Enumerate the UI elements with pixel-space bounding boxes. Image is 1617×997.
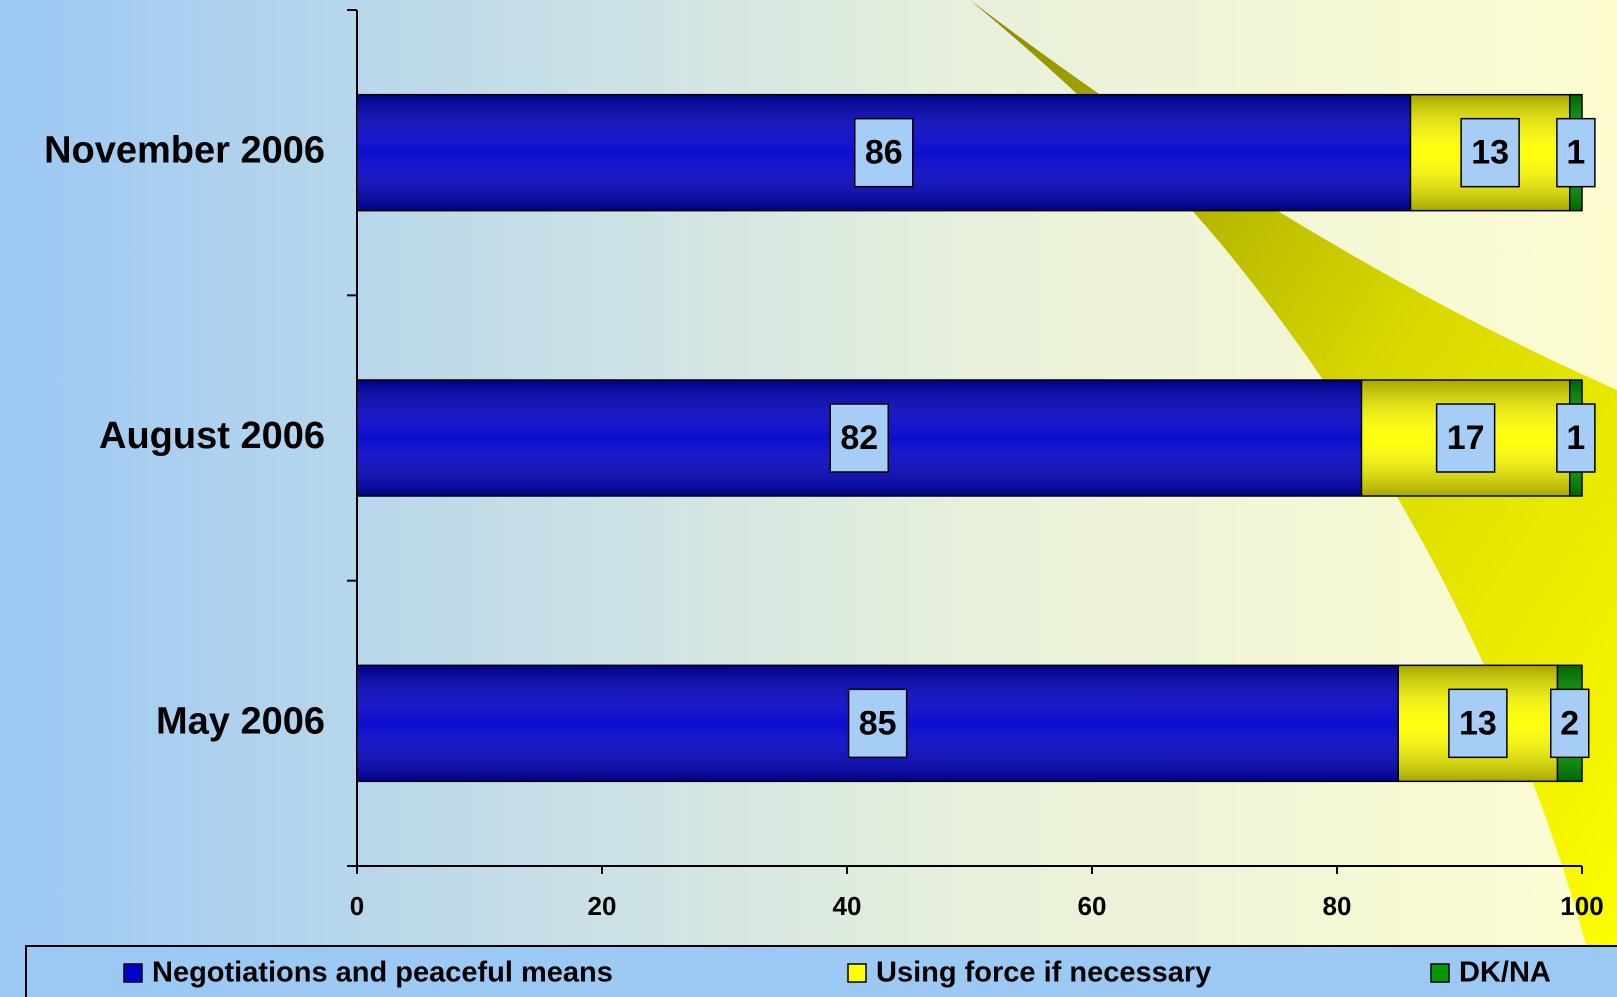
legend-swatch xyxy=(123,963,143,983)
value-label-box xyxy=(829,403,889,473)
value-label: 86 xyxy=(865,134,903,172)
x-tick-label: 80 xyxy=(1323,891,1352,921)
value-label-box xyxy=(1435,403,1496,473)
value-label: 1 xyxy=(1566,134,1585,172)
value-label-box xyxy=(1556,117,1596,188)
category-label: November 2006 xyxy=(44,130,325,172)
legend-label: Using force if necessary xyxy=(876,957,1211,989)
x-tick-label: 40 xyxy=(833,891,862,921)
category-label: May 2006 xyxy=(156,700,325,742)
x-tick-label: 20 xyxy=(588,891,617,921)
value-label: 2 xyxy=(1560,704,1579,742)
value-label: 85 xyxy=(859,704,897,742)
decorative-swoosh xyxy=(970,0,1617,997)
x-tick-label: 100 xyxy=(1560,891,1603,921)
value-label: 13 xyxy=(1459,704,1497,742)
legend-label: Negotiations and peaceful means xyxy=(152,957,613,989)
x-tick-label: 0 xyxy=(350,891,364,921)
legend-label: DK/NA xyxy=(1459,957,1551,989)
legend-box xyxy=(25,945,1617,997)
value-label-box xyxy=(854,117,914,188)
category-label: August 2006 xyxy=(99,415,325,457)
value-label-box xyxy=(1550,688,1590,759)
legend-swatch xyxy=(847,963,867,983)
value-label: 17 xyxy=(1447,419,1485,457)
x-tick-label: 60 xyxy=(1078,891,1107,921)
value-label: 82 xyxy=(840,419,878,457)
value-label: 1 xyxy=(1566,419,1585,457)
legend-swatch xyxy=(1430,963,1450,983)
value-label-box xyxy=(1460,117,1520,188)
value-label-box xyxy=(847,688,908,759)
value-label-box xyxy=(1556,403,1596,473)
value-label-box xyxy=(1448,688,1508,759)
value-label: 13 xyxy=(1471,134,1509,172)
